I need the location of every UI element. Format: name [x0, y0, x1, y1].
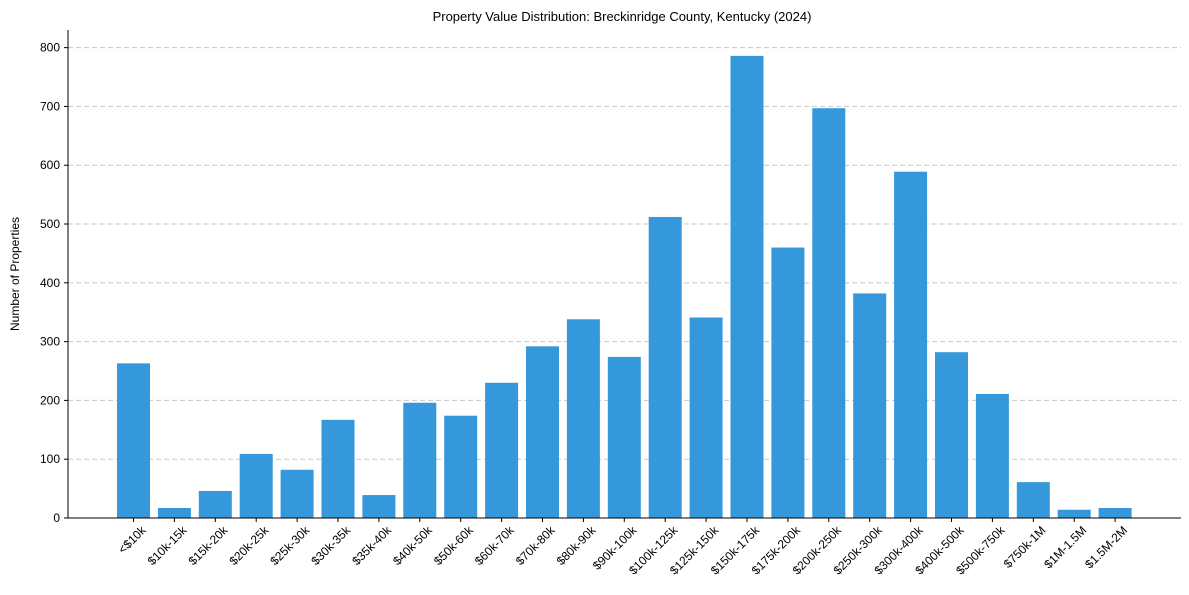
bars [117, 55, 1132, 519]
bar-10 [526, 346, 559, 518]
x-tick-label-22: $750k-1M [1001, 523, 1049, 571]
bar-9 [485, 382, 519, 518]
x-tick-label-8: $50k-60k [431, 523, 477, 569]
bar-18 [853, 293, 887, 518]
x-tick-label-9: $60k-70k [472, 523, 518, 569]
y-tick-label-800: 800 [40, 41, 60, 55]
bar-13 [648, 216, 682, 518]
x-tick-label-2: $15k-20k [186, 523, 232, 569]
chart-title: Property Value Distribution: Breckinridg… [433, 9, 812, 24]
bar-4 [280, 469, 314, 518]
y-ticks: 0 100 200 300 400 500 600 700 800 [40, 41, 68, 525]
x-ticks: <$10k$10k-15k$15k-20k$20k-25k$25k-30k$30… [115, 518, 1130, 577]
bar-3 [239, 453, 273, 518]
y-tick-label-0: 0 [53, 511, 60, 525]
bar-15 [730, 55, 764, 519]
x-tick-label-3: $20k-25k [227, 523, 273, 569]
x-tick-label-10: $70k-80k [513, 523, 559, 569]
bar-17 [812, 108, 846, 518]
y-tick-label-300: 300 [40, 335, 60, 349]
bar-24 [1098, 508, 1132, 518]
bar-2 [198, 490, 232, 518]
x-tick-label-5: $30k-35k [308, 523, 354, 569]
x-tick-label-23: $1M-1.5M [1041, 523, 1089, 571]
x-tick-label-7: $40k-50k [390, 523, 436, 569]
x-tick-label-4: $25k-30k [267, 523, 313, 569]
bar-8 [444, 415, 478, 518]
bar-6 [362, 495, 396, 518]
bar-20 [935, 352, 968, 518]
y-tick-label-400: 400 [40, 276, 60, 290]
bar-23 [1057, 509, 1091, 518]
bar-19 [894, 171, 928, 518]
bar-7 [403, 402, 437, 518]
x-tick-label-6: $35k-40k [349, 523, 395, 569]
x-tick-label-24: $1.5M-2M [1082, 523, 1130, 571]
y-tick-label-700: 700 [40, 99, 60, 113]
bar-14 [689, 317, 723, 518]
y-tick-label-500: 500 [40, 217, 60, 231]
bar-1 [157, 508, 191, 518]
y-tick-label-200: 200 [40, 393, 60, 407]
y-axis-label: Number of Properties [8, 217, 22, 331]
x-tick-label-1: $10k-15k [145, 523, 191, 569]
bar-22 [1016, 482, 1050, 518]
y-tick-label-600: 600 [40, 158, 60, 172]
bar-21 [975, 393, 1009, 518]
x-tick-label-0: <$10k [115, 523, 149, 557]
y-tick-label-100: 100 [40, 452, 60, 466]
bar-12 [607, 356, 641, 518]
bar-11 [566, 319, 600, 518]
bar-0 [117, 363, 150, 518]
bar-16 [771, 247, 805, 518]
bar-5 [321, 419, 355, 518]
